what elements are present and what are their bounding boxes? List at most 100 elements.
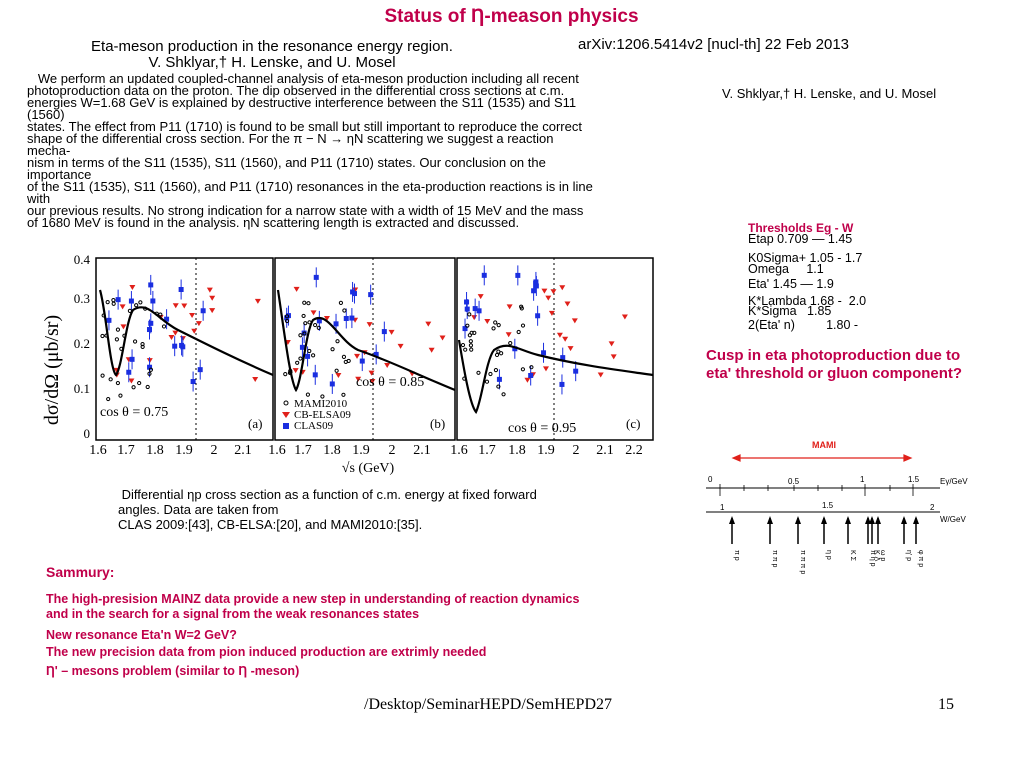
clas-point bbox=[481, 272, 487, 278]
egamma-tick: 0 bbox=[708, 475, 713, 484]
clas-point bbox=[172, 343, 178, 349]
authors-right: V. Shklyar,† H. Lenske, and U. Mosel bbox=[722, 86, 937, 101]
mami-point bbox=[496, 384, 501, 389]
abstract-line: with bbox=[27, 191, 51, 206]
clas-point bbox=[476, 308, 482, 314]
w-tick: 1 bbox=[720, 503, 725, 512]
x-tick: 2 bbox=[211, 443, 218, 458]
legend-marker-mami bbox=[283, 400, 289, 406]
clas-point bbox=[464, 299, 470, 305]
cos-label-b: cos θ = 0.85 bbox=[356, 375, 424, 390]
x-tick: 2.1 bbox=[596, 443, 614, 458]
elsa-point bbox=[352, 287, 359, 293]
mami-point bbox=[115, 327, 121, 332]
x-tick: 2 bbox=[573, 443, 580, 458]
page-number: 15 bbox=[938, 696, 954, 713]
x-tick: 1.6 bbox=[89, 443, 107, 458]
mami-point bbox=[494, 352, 500, 358]
y-axis-label: dσ/dΩ (μb/sr) bbox=[41, 315, 63, 425]
abstract-line: energies W=1.68 GeV is explained by dest… bbox=[27, 95, 577, 110]
mami-point bbox=[468, 339, 473, 344]
axis-ticks bbox=[719, 484, 914, 496]
clas-point bbox=[359, 358, 365, 364]
clas-point bbox=[349, 315, 355, 321]
abstract-line: (1560) bbox=[27, 107, 65, 122]
elsa-point bbox=[439, 335, 446, 341]
elsa-point bbox=[562, 336, 569, 342]
clas-point bbox=[329, 381, 335, 387]
mami-point bbox=[100, 333, 105, 339]
x-tick-labels: 1.6 1.7 1.8 1.9 2 2.1 1.6 1.7 1.8 1.9 2 2.1 1.6 1.7 1.… bbox=[89, 443, 643, 458]
clas-point bbox=[147, 364, 153, 370]
mami-point bbox=[330, 347, 335, 352]
abstract-line: mecha- bbox=[27, 143, 71, 158]
elsa-point bbox=[195, 321, 202, 327]
clas-point bbox=[150, 298, 156, 304]
arrow-head bbox=[767, 516, 773, 524]
clas-point bbox=[496, 376, 502, 382]
mami-point bbox=[501, 392, 506, 397]
clas-point bbox=[462, 326, 468, 332]
egamma-tick: 1.5 bbox=[908, 475, 920, 484]
elsa-point bbox=[254, 298, 261, 304]
arrow-head bbox=[865, 516, 871, 524]
cusp-question: Cusp in eta photoproduction due to eta' … bbox=[706, 347, 963, 382]
elsa-point bbox=[209, 308, 216, 314]
mami-energy-diagram: MAMI 0 0.5 1 1.5 Eγ/GeV 1 1.5 2 W/GeV π … bbox=[706, 440, 968, 574]
arrow-head bbox=[869, 516, 875, 524]
channel-label: π η p bbox=[869, 550, 876, 567]
x-tick: 1.6 bbox=[450, 443, 468, 458]
clas-point bbox=[148, 282, 154, 288]
x-tick: 2.1 bbox=[234, 443, 252, 458]
elsa-point bbox=[191, 328, 198, 334]
arrow-head bbox=[845, 516, 851, 524]
mami-point bbox=[520, 323, 526, 328]
mami-point bbox=[311, 353, 316, 358]
x-tick: 1.8 bbox=[508, 443, 526, 458]
elsa-point bbox=[610, 354, 617, 360]
mami-point bbox=[283, 372, 288, 377]
elsa-point bbox=[181, 303, 188, 309]
clas-point bbox=[197, 367, 203, 373]
elsa-point bbox=[559, 285, 566, 291]
mami-point bbox=[284, 318, 290, 324]
x-tick: 1.8 bbox=[323, 443, 341, 458]
channel-label: K Σ bbox=[849, 550, 856, 562]
abstract-line: of 1680 MeV is found in the analysis. ηN… bbox=[27, 215, 520, 230]
mami-point bbox=[334, 368, 339, 373]
mami-point bbox=[106, 396, 111, 402]
elsa-point bbox=[524, 377, 531, 383]
mami-point bbox=[493, 367, 499, 373]
legend-label-elsa: CB-ELSA09 bbox=[294, 409, 351, 421]
mami-point bbox=[338, 300, 344, 305]
y-tick: 0.4 bbox=[74, 252, 91, 267]
thresholds-heading: Thresholds Eg - W bbox=[748, 221, 854, 235]
arrow-head bbox=[875, 516, 881, 524]
elsa-point bbox=[597, 372, 604, 378]
x-tick: 1.8 bbox=[146, 443, 164, 458]
x-tick: 2.1 bbox=[413, 443, 431, 458]
clas-point bbox=[512, 346, 518, 352]
y-tick: 0.2 bbox=[74, 336, 90, 351]
mami-point bbox=[493, 320, 498, 325]
mami-point bbox=[346, 358, 351, 364]
mami-point bbox=[145, 384, 150, 390]
elsa-point bbox=[168, 335, 175, 341]
x-tick: 1.7 bbox=[478, 443, 496, 458]
arrow-head bbox=[913, 516, 919, 524]
mami-point bbox=[111, 301, 116, 306]
summary-line: Ƞ' – mesons problem (similar to Ƞ -meson… bbox=[46, 664, 300, 678]
abstract-line: our previous results. No strong indicati… bbox=[27, 203, 584, 218]
x-tick: 2 bbox=[389, 443, 396, 458]
elsa-point bbox=[369, 378, 376, 384]
arxiv-reference: arXiv:1206.5414v2 [nucl-th] 22 Feb 2013 bbox=[578, 36, 850, 53]
mami-point bbox=[307, 348, 312, 354]
elsa-point bbox=[542, 366, 549, 372]
clas-point bbox=[515, 272, 521, 278]
x-axis-label: √s (GeV) bbox=[342, 461, 395, 476]
elsa-point bbox=[119, 304, 126, 310]
y-tick: 0 bbox=[84, 426, 91, 441]
clas-point bbox=[560, 355, 566, 361]
clas-point bbox=[126, 369, 132, 375]
w-ticks: 1 1.5 2 W/GeV bbox=[720, 501, 966, 524]
